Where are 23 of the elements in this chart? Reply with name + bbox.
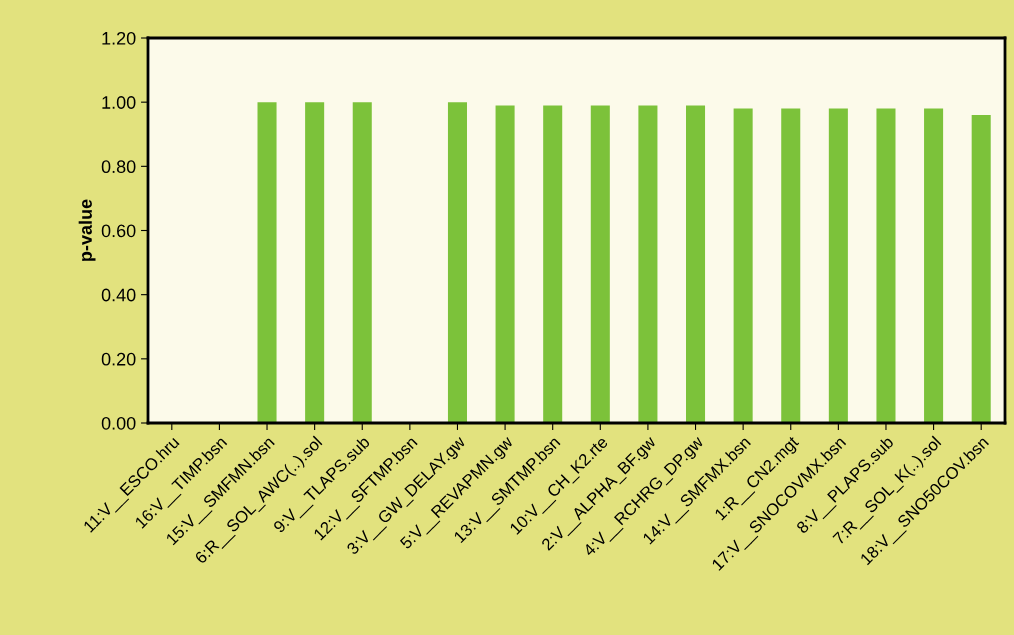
bar bbox=[828, 108, 848, 423]
bar bbox=[590, 105, 610, 423]
bar bbox=[305, 102, 325, 423]
bar bbox=[447, 102, 467, 423]
bar bbox=[495, 105, 515, 423]
y-axis-title: p-value bbox=[78, 199, 96, 261]
bar bbox=[257, 102, 277, 423]
y-tick-label: 0.00 bbox=[101, 416, 136, 430]
y-tick-label: 1.20 bbox=[102, 31, 136, 45]
bar bbox=[638, 105, 658, 423]
bar bbox=[733, 108, 753, 423]
y-tick-label: 0.20 bbox=[101, 352, 136, 366]
y-tick-label: 0.60 bbox=[101, 224, 136, 238]
y-tick-label: 0.40 bbox=[101, 288, 136, 302]
bar bbox=[971, 115, 991, 423]
bar bbox=[924, 108, 944, 423]
bar bbox=[352, 102, 372, 423]
bar bbox=[781, 108, 801, 423]
bar bbox=[543, 105, 563, 423]
y-tick-label: 1.00 bbox=[102, 96, 136, 109]
bar bbox=[876, 108, 896, 423]
bar bbox=[686, 105, 706, 423]
y-tick-label: 0.80 bbox=[101, 160, 136, 174]
